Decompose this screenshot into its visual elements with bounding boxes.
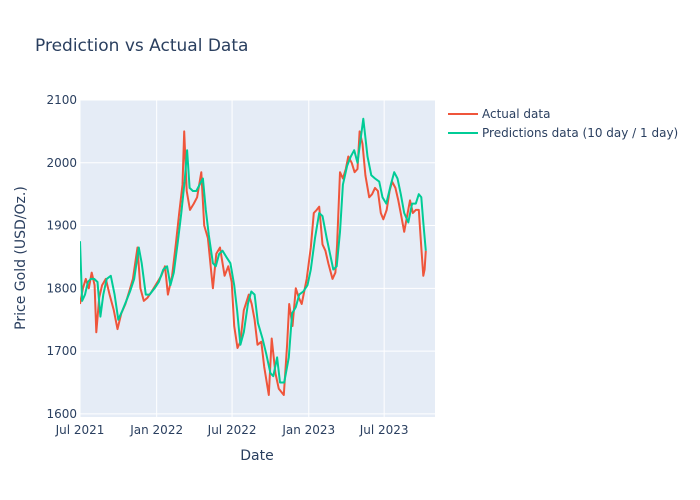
series-layer xyxy=(80,117,427,396)
x-axis-ticks: Jul 2021 Jan 2022 Jul 2022 Jan 2023 Jul 2023 xyxy=(55,423,409,437)
x-tick-label: Jan 2023 xyxy=(281,423,335,437)
y-tick-label: 1800 xyxy=(46,281,77,295)
y-axis-title: Price Gold (USD/Oz.) xyxy=(13,186,29,330)
legend-item-predictions[interactable]: Predictions data (10 day / 1 day) xyxy=(448,126,678,140)
series-line-actual[interactable] xyxy=(80,130,427,396)
y-axis-ticks: 1600 1700 1800 1900 2000 2100 xyxy=(46,93,77,421)
grid-lines xyxy=(79,99,435,417)
x-tick-label: Jul 2021 xyxy=(55,423,105,437)
y-tick-label: 1600 xyxy=(46,407,77,421)
x-tick-label: Jul 2022 xyxy=(207,423,257,437)
legend-label-actual: Actual data xyxy=(482,107,550,121)
x-tick-label: Jul 2023 xyxy=(359,423,409,437)
y-tick-label: 2000 xyxy=(46,156,77,170)
legend-item-actual[interactable]: Actual data xyxy=(448,107,550,121)
x-axis-title: Date xyxy=(240,448,273,464)
y-tick-label: 1900 xyxy=(46,219,77,233)
y-tick-label: 1700 xyxy=(46,344,77,358)
y-tick-label: 2100 xyxy=(46,93,77,107)
legend: Actual data Predictions data (10 day / 1… xyxy=(448,107,678,140)
series-line-predictions[interactable] xyxy=(80,117,427,384)
plot-background xyxy=(80,100,435,417)
legend-label-predictions: Predictions data (10 day / 1 day) xyxy=(482,126,678,140)
x-tick-label: Jan 2022 xyxy=(129,423,183,437)
chart-title: Prediction vs Actual Data xyxy=(35,36,248,56)
